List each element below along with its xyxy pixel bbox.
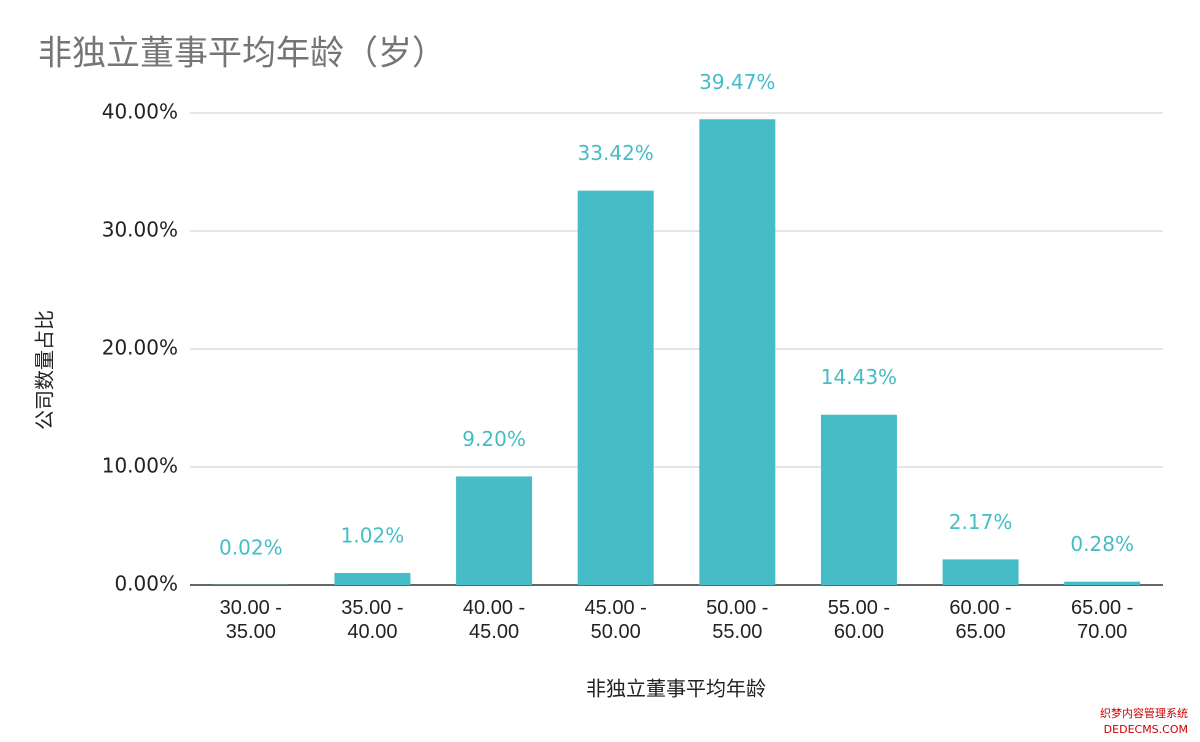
value-label: 1.02% [341, 523, 405, 547]
bar [456, 476, 533, 585]
bar [942, 559, 1019, 585]
x-tick-label: 40.00 - 45.00 [462, 597, 526, 643]
bar [577, 190, 654, 586]
x-tick-label: 35.00 - 40.00 [341, 597, 404, 643]
value-label: 0.28% [1070, 532, 1134, 556]
watermark: 织梦内容管理系统 [1100, 706, 1188, 720]
y-tick-label: 40.00% [102, 100, 178, 124]
value-label: 14.43% [821, 365, 897, 389]
value-label: 33.42% [578, 141, 654, 165]
x-tick-label: 45.00 - 50.00 [584, 597, 647, 643]
y-tick-label: 0.00% [114, 572, 178, 596]
x-tick-label: 55.00 - 60.00 [827, 597, 891, 643]
x-tick-label: 50.00 - 55.00 [706, 597, 769, 643]
bar [334, 572, 411, 585]
watermark: DEDECMS.COM [1104, 723, 1188, 736]
y-tick-label: 20.00% [102, 336, 178, 360]
value-label: 9.20% [462, 427, 526, 451]
x-tick-label: 65.00 - 70.00 [1071, 597, 1134, 643]
x-axis-title: 非独立董事平均年龄 [586, 677, 766, 701]
chart-title: 非独立董事平均年龄（岁） [38, 34, 446, 74]
x-tick-label: 60.00 - 65.00 [949, 597, 1012, 643]
y-tick-label: 30.00% [102, 218, 178, 242]
bar [1064, 581, 1141, 585]
value-label: 39.47% [699, 70, 775, 94]
value-label: 0.02% [219, 535, 283, 559]
x-tick-label: 30.00 - 35.00 [219, 597, 282, 643]
y-tick-label: 10.00% [102, 454, 178, 478]
value-label: 2.17% [949, 510, 1013, 534]
bar [820, 414, 897, 585]
y-axis-title: 公司数量占比 [33, 310, 57, 430]
bar [699, 119, 776, 585]
